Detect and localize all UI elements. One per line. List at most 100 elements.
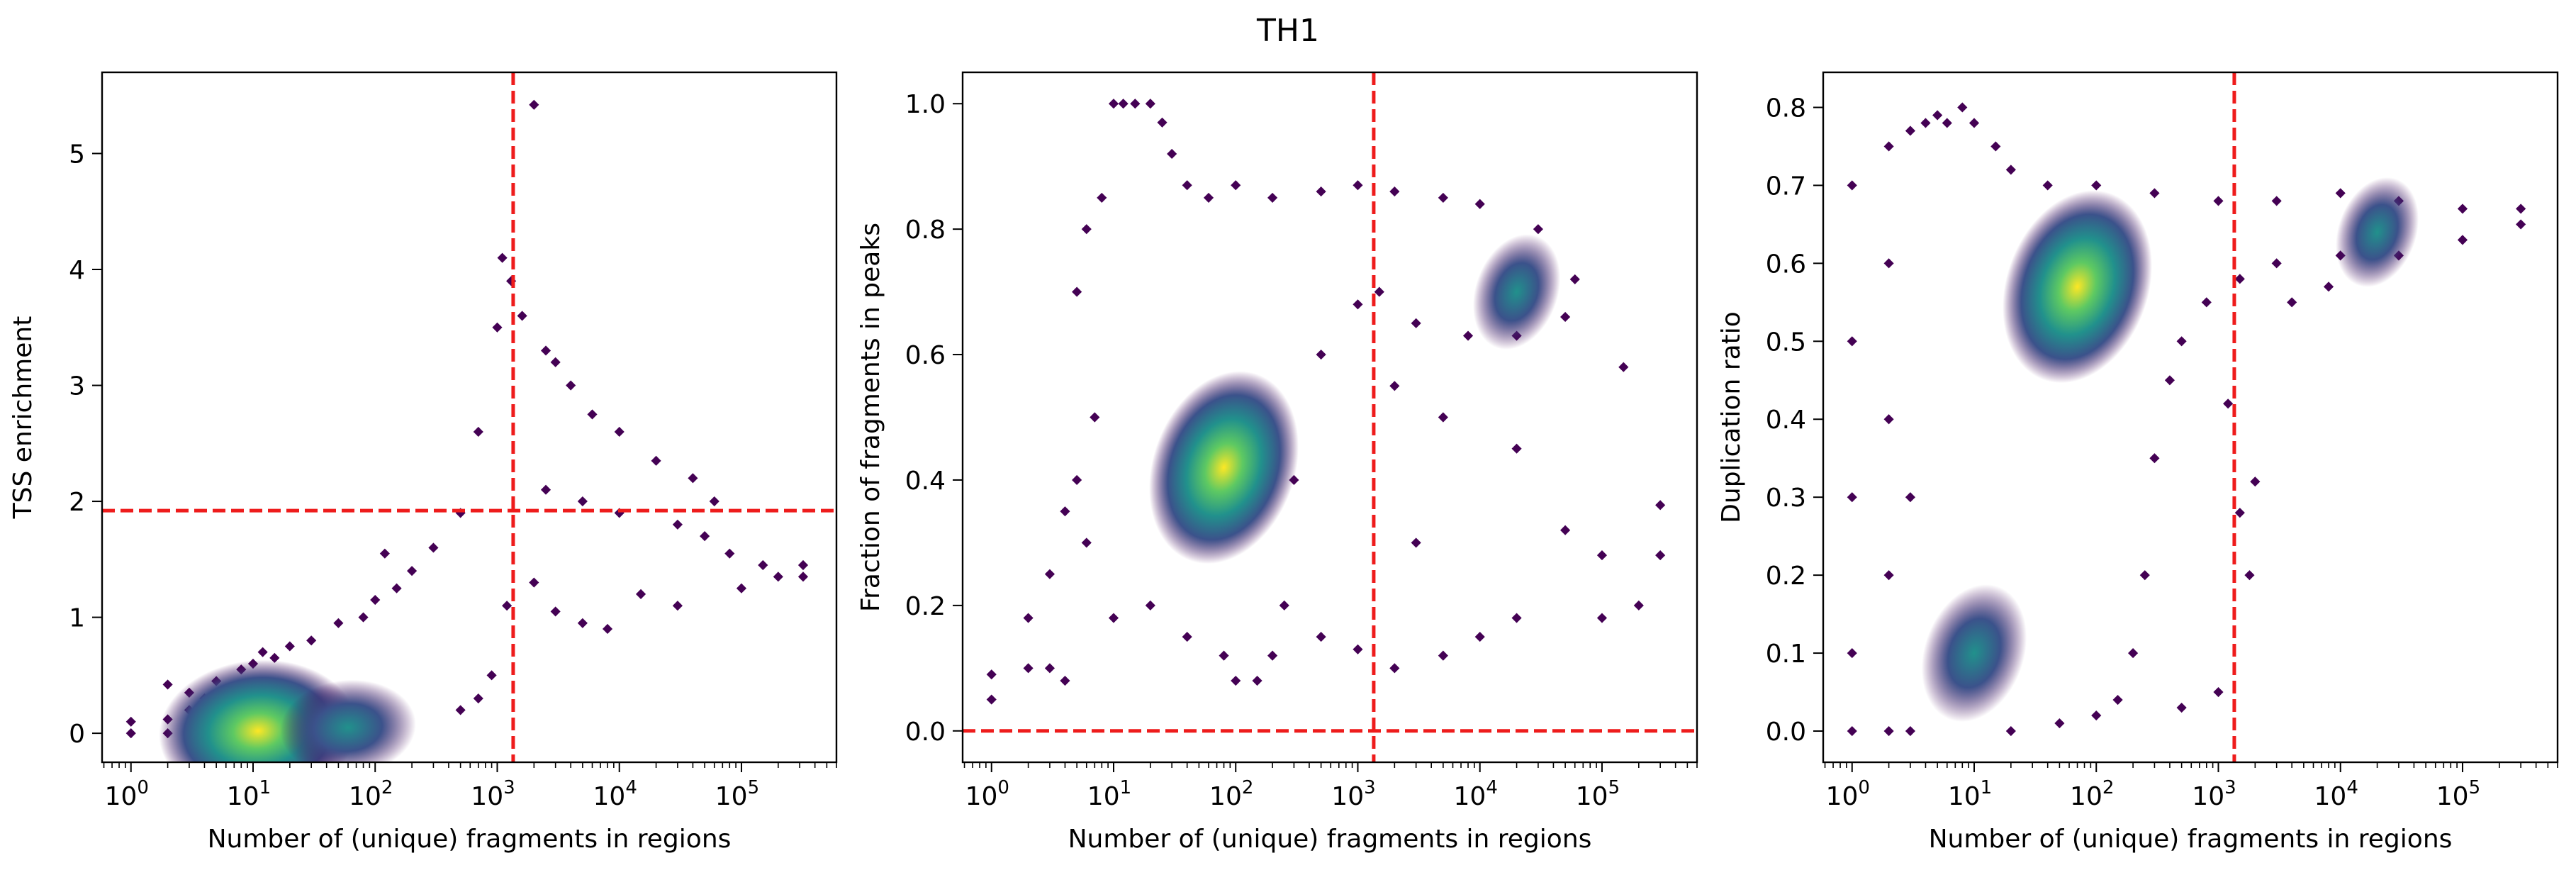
- data-point: [1374, 286, 1384, 297]
- data-point: [1438, 192, 1448, 203]
- data-point: [1072, 474, 1082, 486]
- y-tick-label: 0.7: [1766, 172, 1806, 201]
- data-point: [333, 618, 344, 628]
- data-point: [1203, 192, 1214, 203]
- data-point: [2335, 188, 2346, 199]
- data-point: [986, 669, 997, 680]
- data-point: [2149, 453, 2160, 464]
- data-point: [1847, 336, 1857, 347]
- data-point: [2149, 188, 2160, 199]
- data-point: [2234, 508, 2245, 518]
- data-point: [1060, 675, 1070, 686]
- x-tick-label: 101: [1948, 777, 1992, 811]
- data-point: [1081, 224, 1092, 235]
- data-point: [1081, 537, 1092, 548]
- data-point: [1569, 274, 1580, 284]
- data-point: [1474, 632, 1485, 642]
- data-point: [407, 566, 418, 576]
- y-axis-label: TSS enrichment: [9, 316, 38, 520]
- data-point: [2201, 297, 2212, 308]
- x-tick-label: 105: [1576, 777, 1620, 811]
- data-point: [2457, 204, 2468, 214]
- data-point: [2250, 476, 2261, 487]
- data-point: [2223, 399, 2234, 409]
- data-point: [614, 426, 625, 438]
- y-tick-label: 2: [69, 488, 85, 517]
- plot-area: [963, 72, 1697, 762]
- x-axis-label: Number of (unique) fragments in regions: [1068, 825, 1592, 854]
- x-tick-label: 102: [2070, 777, 2114, 811]
- x-tick-label: 104: [593, 777, 637, 811]
- data-point: [550, 606, 561, 617]
- x-axis-label: Number of (unique) fragments in regions: [208, 825, 732, 854]
- data-point: [1511, 443, 1522, 454]
- plot-area: [1847, 72, 2526, 762]
- data-points: [986, 99, 1666, 705]
- data-point: [1316, 632, 1326, 642]
- data-point: [1023, 663, 1034, 674]
- data-point: [1847, 648, 1857, 659]
- data-point: [1044, 663, 1055, 674]
- data-point: [1231, 675, 1241, 686]
- data-point: [306, 635, 317, 646]
- data-point: [773, 572, 783, 582]
- data-point: [1157, 117, 1167, 128]
- data-point: [1145, 600, 1155, 611]
- data-point: [473, 426, 483, 438]
- data-point: [1090, 412, 1100, 423]
- data-point: [2005, 165, 2016, 175]
- data-point: [1905, 126, 1916, 136]
- data-point: [1118, 99, 1129, 109]
- data-point: [1411, 318, 1421, 328]
- data-point: [2271, 258, 2282, 269]
- data-point: [1182, 180, 1192, 191]
- data-point: [1633, 600, 1644, 611]
- density-peak: [280, 679, 416, 762]
- data-point: [1511, 613, 1522, 623]
- data-point: [473, 693, 483, 704]
- panel-1: 100 101 102 103 104 105 0 1 2 3 4 5 Number of (uniqu…: [9, 71, 838, 854]
- data-point: [492, 322, 503, 333]
- data-point: [2042, 180, 2053, 191]
- y-tick-label: 4: [69, 256, 85, 285]
- data-point: [986, 694, 997, 705]
- x-tick-label: 103: [471, 777, 515, 811]
- data-point: [1847, 725, 1857, 737]
- density-peak: [1472, 234, 1561, 350]
- data-point: [125, 716, 136, 727]
- data-point: [1905, 725, 1916, 737]
- data-point: [1316, 186, 1326, 197]
- y-tick-label: 0.8: [905, 216, 946, 245]
- axes-frame: [101, 71, 838, 764]
- data-point: [736, 583, 747, 593]
- data-point: [1389, 663, 1400, 674]
- y-tick-label: 0.0: [905, 718, 946, 747]
- data-point: [529, 577, 539, 588]
- data-point: [688, 473, 698, 484]
- data-point: [1618, 362, 1629, 372]
- data-point: [2176, 702, 2187, 713]
- axes-frame: [1822, 71, 2559, 764]
- x-tick-label: 104: [2314, 777, 2358, 811]
- y-tick-label: 0.4: [1766, 406, 1806, 435]
- data-point: [1252, 675, 1262, 686]
- data-point: [1072, 286, 1082, 297]
- data-point: [2176, 336, 2187, 347]
- x-tick-label: 103: [2192, 777, 2236, 811]
- data-point: [566, 380, 576, 391]
- data-point: [1023, 613, 1034, 623]
- x-tick-label: 104: [1454, 777, 1498, 811]
- data-point: [2091, 710, 2102, 721]
- data-point: [1182, 632, 1192, 642]
- data-point: [724, 548, 735, 559]
- data-point: [797, 559, 809, 571]
- data-point: [2139, 570, 2150, 581]
- data-point: [1316, 349, 1326, 360]
- data-point: [1389, 186, 1400, 197]
- x-tick-label: 101: [1087, 777, 1131, 811]
- data-point: [1167, 148, 1177, 160]
- data-point: [577, 496, 588, 507]
- data-point: [1462, 330, 1474, 341]
